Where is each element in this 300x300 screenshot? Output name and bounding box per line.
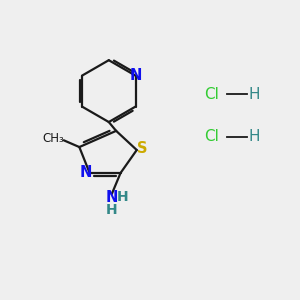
Text: H: H [249, 129, 260, 144]
Text: Cl: Cl [204, 129, 219, 144]
Text: CH₃: CH₃ [43, 132, 64, 145]
Text: H: H [117, 190, 129, 204]
Text: S: S [137, 141, 147, 156]
Text: N: N [106, 190, 118, 205]
Text: H: H [249, 87, 260, 102]
Text: N: N [80, 166, 92, 181]
Text: Cl: Cl [204, 87, 219, 102]
Text: N: N [129, 68, 142, 83]
Text: H: H [106, 203, 118, 217]
